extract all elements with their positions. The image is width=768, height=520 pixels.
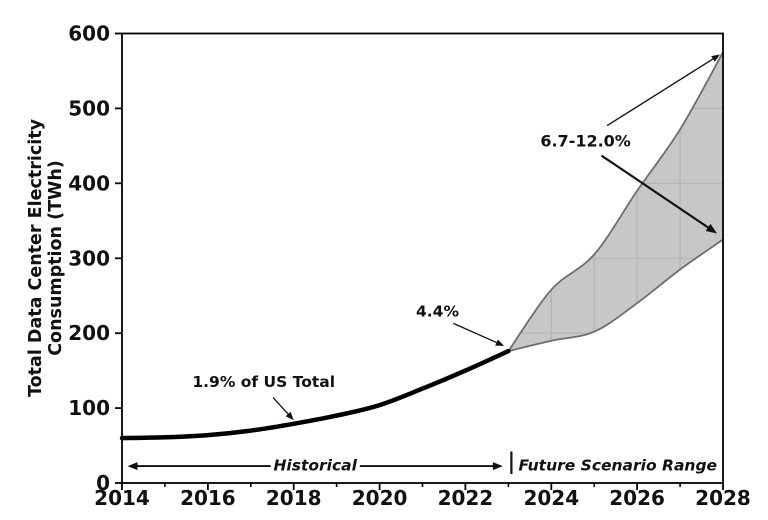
- x-tick-label: 2014: [94, 486, 150, 510]
- arrow-shaft: [600, 154, 711, 230]
- arrow-head: [711, 54, 720, 62]
- band-upper-edge: [507, 51, 724, 352]
- grid-group: [508, 52, 723, 352]
- x-tick-label: 2022: [438, 486, 494, 510]
- arrow-head: [519, 462, 529, 471]
- arrow-head: [708, 462, 719, 471]
- span-arrow-label: Historical: [273, 457, 357, 475]
- y-tick-label: 400: [68, 171, 110, 195]
- x-tick-label: 2026: [609, 486, 665, 510]
- annotation-label: 6.7-12.0%: [540, 132, 631, 151]
- scenario-band-fill: [508, 52, 723, 352]
- arrow-head: [285, 411, 294, 421]
- y-tick-label: 200: [68, 321, 110, 345]
- y-tick-label: 0: [96, 471, 110, 495]
- x-tick-label: 2020: [352, 486, 408, 510]
- x-tick-label: 2016: [180, 486, 236, 510]
- annotation-label: 4.4%: [416, 303, 459, 321]
- annotation-arrow: [606, 54, 720, 127]
- annotation-arrow: [453, 322, 505, 346]
- span-arrow-label: Future Scenario Range: [519, 457, 718, 475]
- y-tick-label: 500: [68, 96, 110, 120]
- x-tick-label: 2028: [695, 486, 751, 510]
- annotation-arrow: [272, 397, 294, 421]
- span-arrow: [519, 462, 719, 471]
- arrow-shaft: [453, 322, 499, 344]
- arrow-head: [127, 462, 138, 471]
- annotation-arrow: [600, 154, 717, 234]
- x-tick-label: 2018: [266, 486, 322, 510]
- y-tick-label: 100: [68, 396, 110, 420]
- y-tick-label: 300: [68, 246, 110, 270]
- arrow-shaft: [272, 397, 290, 416]
- x-tick-label: 2024: [523, 486, 579, 510]
- band-lower-edge: [508, 238, 724, 352]
- y-tick-label: 600: [68, 22, 110, 46]
- arrow-head: [495, 339, 505, 346]
- historical-line: [119, 348, 511, 441]
- span-arrow: [127, 462, 503, 471]
- y-axis-label: Total Data Center ElectricityConsumption…: [26, 118, 66, 397]
- annotation-label: 1.9% of US Total: [192, 373, 335, 391]
- arrow-shaft: [606, 57, 715, 127]
- arrow-head: [705, 223, 717, 234]
- arrow-head: [492, 462, 503, 471]
